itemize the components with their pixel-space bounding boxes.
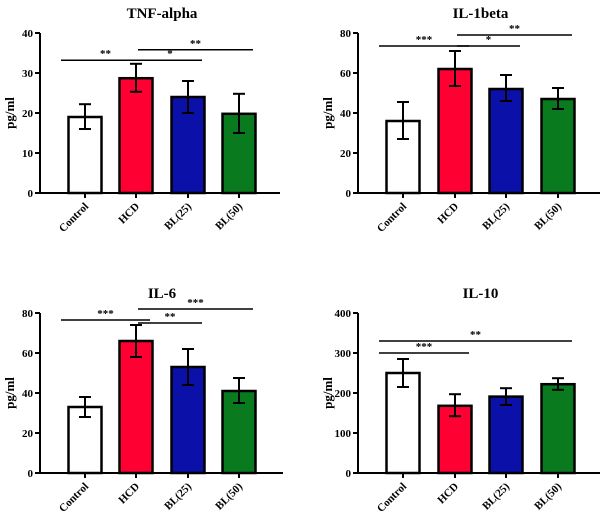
bar-hcd [118, 76, 154, 195]
bar-hcd [437, 67, 473, 195]
x-tick-label: BL(25) [162, 480, 194, 512]
bar-hcd [118, 339, 154, 475]
x-tick-label: HCD [116, 201, 142, 227]
x-tick-label: BL(25) [162, 200, 194, 232]
y-tick-label: 20 [22, 428, 34, 440]
significance-label: ** [165, 311, 177, 323]
y-tick-label: 20 [340, 148, 352, 160]
x-tick-label: Control [375, 481, 409, 515]
y-tick-label: 0 [346, 468, 352, 480]
chart-panel-il-10: IL-10 pg/ml 0 100 200 300 400 Control HCD BL(25) B… [320, 286, 600, 515]
x-tick-label: BL(50) [213, 480, 245, 512]
x-tick-label: HCD [435, 481, 461, 507]
x-tick-label: BL(50) [532, 200, 564, 232]
chart-panel-tnf-alpha: TNF-alpha pg/ml 0 10 20 30 40 Control HCD BL(25) B… [2, 6, 280, 235]
significance-label: *** [416, 341, 433, 353]
bar-bl25 [488, 395, 524, 475]
bar-bl50 [540, 382, 576, 475]
bar-bl50 [540, 97, 576, 195]
y-axis-label: pg/ml [2, 377, 17, 409]
y-tick-label: 0 [28, 188, 34, 200]
y-tick-label: 40 [22, 28, 34, 40]
chart-panel-il-1beta: IL-1beta pg/ml 0 20 40 60 80 Control HCD BL(25) BL… [320, 6, 600, 235]
y-tick-label: 30 [22, 68, 34, 80]
y-axis-label: pg/ml [320, 97, 335, 129]
significance-label: ** [470, 329, 482, 341]
y-tick-label: 10 [22, 148, 34, 160]
y-tick-label: 80 [340, 28, 352, 40]
y-tick-label: 400 [335, 308, 352, 320]
significance-label: * [486, 34, 492, 46]
y-tick-label: 100 [335, 428, 352, 440]
significance-label: ** [190, 38, 202, 50]
x-tick-label: Control [57, 481, 91, 515]
y-tick-label: 0 [346, 188, 352, 200]
chart-panel-il-6: IL-6 pg/ml 0 20 40 60 80 Control HCD BL(25) BL(50)… [2, 286, 283, 515]
chart-title: IL-10 [463, 286, 499, 302]
significance-label: *** [97, 308, 114, 320]
chart-title: TNF-alpha [127, 6, 198, 22]
y-tick-label: 60 [340, 68, 352, 80]
x-tick-label: BL(25) [480, 480, 512, 512]
y-tick-label: 40 [340, 108, 352, 120]
y-tick-label: 60 [22, 348, 34, 360]
x-tick-label: HCD [435, 201, 461, 227]
x-tick-label: BL(50) [213, 200, 245, 232]
significance-label: *** [416, 34, 433, 46]
x-tick-label: Control [57, 201, 91, 235]
bar-bl25 [488, 87, 524, 195]
y-tick-label: 40 [22, 388, 34, 400]
x-tick-label: BL(25) [480, 200, 512, 232]
y-tick-label: 300 [335, 348, 352, 360]
y-tick-label: 20 [22, 108, 34, 120]
x-tick-label: BL(50) [532, 480, 564, 512]
x-tick-label: HCD [116, 481, 142, 507]
significance-label: *** [187, 297, 204, 309]
y-axis-label: pg/ml [2, 97, 17, 129]
chart-title: IL-1beta [453, 6, 509, 22]
y-axis-label: pg/ml [320, 377, 335, 409]
y-tick-label: 80 [22, 308, 34, 320]
chart-title: IL-6 [148, 286, 177, 302]
y-tick-label: 0 [28, 468, 34, 480]
significance-label: ** [509, 23, 521, 35]
significance-label: ** [100, 48, 112, 60]
x-tick-label: Control [375, 201, 409, 235]
y-tick-label: 200 [335, 388, 352, 400]
significance-label: * [167, 48, 173, 60]
